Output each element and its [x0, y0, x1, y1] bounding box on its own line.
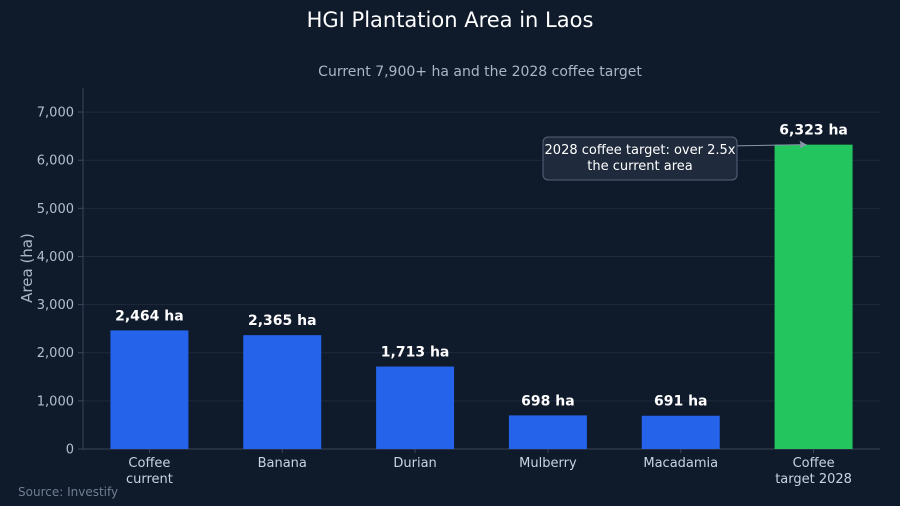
- bar: [508, 415, 587, 449]
- bar: [641, 415, 720, 449]
- category-labels: Coffee current Banana Durian Mulberry Macadam…: [126, 449, 852, 487]
- annotation-box: [542, 136, 738, 181]
- y-tick-label: 5,000: [37, 202, 74, 217]
- y-axis-ticks: 0 1,000 2,000 3,000 4,000 5,000 6,000 7,000: [37, 106, 83, 458]
- data-label: 698 ha: [521, 393, 575, 409]
- source-note: Source: Investify: [18, 485, 118, 499]
- data-label: 1,713 ha: [381, 345, 450, 361]
- data-label: 691 ha: [654, 394, 708, 410]
- annotation: 2028 coffee target: over 2.5x the current…: [542, 136, 807, 181]
- annotation-text: 2028 coffee target: over 2.5x the current…: [545, 143, 736, 174]
- chart-subtitle: Current 7,900+ ha and the 2028 coffee ta…: [318, 64, 642, 80]
- data-label: 6,323 ha: [779, 123, 848, 139]
- y-tick-label: 3,000: [37, 298, 74, 313]
- gridlines: [82, 88, 880, 450]
- bar: [243, 335, 322, 449]
- bars: [110, 144, 853, 449]
- annotation-arrow: [728, 144, 807, 147]
- data-labels: 2,464 ha 2,365 ha 1,713 ha 698 ha 691 ha 6,32…: [115, 123, 848, 410]
- annotation-arrowhead: [799, 140, 807, 149]
- bar: [774, 144, 853, 449]
- data-label: 2,464 ha: [115, 308, 184, 324]
- y-tick-label: 7,000: [37, 106, 74, 121]
- x-tick-label: Durian: [393, 456, 436, 471]
- bar: [376, 366, 455, 449]
- x-tick-label: Macadamia: [643, 456, 718, 471]
- x-tick-label: Coffee target 2028: [775, 456, 852, 487]
- y-tick-label: 6,000: [37, 154, 74, 169]
- y-tick-label: 4,000: [37, 250, 74, 265]
- x-tick-label: Mulberry: [519, 456, 577, 471]
- y-axis-label: Area (ha): [18, 233, 36, 303]
- x-tick-label: Coffee current: [126, 456, 173, 487]
- chart-title: HGI Plantation Area in Laos: [307, 8, 594, 32]
- bar: [110, 330, 189, 449]
- x-tick-label: Banana: [258, 456, 307, 471]
- y-tick-label: 1,000: [37, 394, 74, 409]
- y-tick-label: 2,000: [37, 346, 74, 361]
- data-label: 2,365 ha: [248, 313, 317, 329]
- y-tick-label: 0: [66, 443, 74, 458]
